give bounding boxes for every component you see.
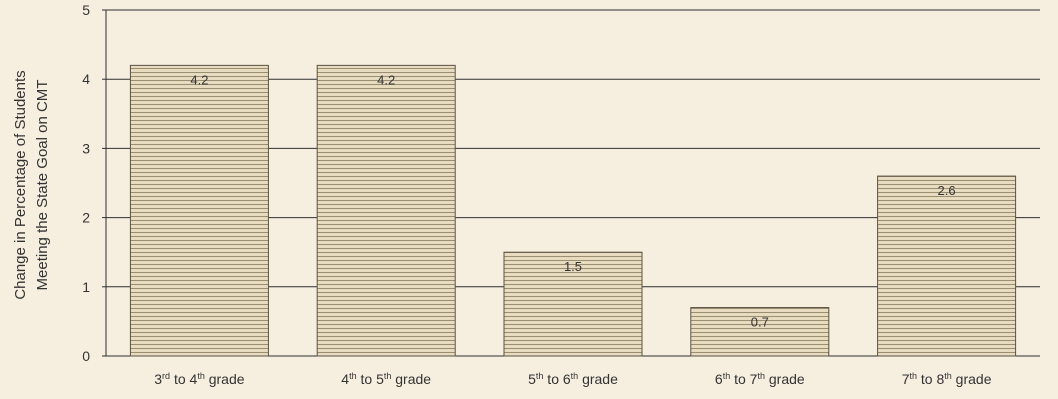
bar [317,65,455,356]
data-label: 1.5 [564,259,582,274]
x-tick-label-part: grade [391,371,431,387]
y-axis-label: Change in Percentage of Students Meeting … [12,70,51,299]
x-tick-label-superscript: th [384,371,392,381]
x-tick-label-part: to 6 [543,371,570,387]
x-tick-label-part: 5 [528,371,536,387]
x-tick-label: 5th to 6th grade [528,371,618,387]
x-tick-label: 6th to 7th grade [715,371,805,387]
x-tick-label: 7th to 8th grade [902,371,992,387]
x-tick-label: 4th to 5th grade [341,371,431,387]
y-tick-label: 5 [82,2,90,18]
data-label: 0.7 [751,315,769,330]
x-tick-label-part: grade [205,371,245,387]
x-tick-label-superscript: th [944,371,952,381]
y-axis-label-line: Change in Percentage of Students [12,70,29,299]
x-tick-label-part: 6 [715,371,723,387]
x-tick-label-superscript: th [571,371,579,381]
y-tick-label: 3 [82,140,90,156]
x-tick-label-superscript: th [910,371,918,381]
x-tick-label-part: grade [578,371,618,387]
bar [878,176,1016,356]
y-tick-label: 2 [82,210,90,226]
x-tick-label-superscript: th [349,371,357,381]
x-tick-label-part: to 5 [357,371,384,387]
x-tick-label-superscript: th [723,371,731,381]
x-tick-label-part: to 8 [917,371,944,387]
data-label: 4.2 [377,72,395,87]
x-tick-label-superscript: th [197,371,205,381]
x-tick-label: 3rd to 4th grade [154,371,244,387]
x-tick-label-superscript: th [757,371,765,381]
y-axis-label-line: Meeting the State Goal on CMT [34,80,51,291]
x-tick-label-superscript: th [536,371,544,381]
x-tick-label-part: 3 [154,371,162,387]
x-tick-label-part: grade [765,371,805,387]
x-tick-label-part: grade [952,371,992,387]
x-tick-label-part: to 7 [730,371,757,387]
data-label: 4.2 [190,72,208,87]
y-axis-ticks: 0 1 2 3 4 5 [82,2,90,364]
x-tick-label-superscript: rd [162,371,170,381]
x-tick-label-part: 7 [902,371,910,387]
bar [130,65,268,356]
data-label: 2.6 [938,183,956,198]
y-tick-label: 4 [82,71,90,87]
y-tick-label: 0 [82,348,90,364]
y-tick-label: 1 [82,279,90,295]
x-tick-label-part: to 4 [170,371,197,387]
bars [130,65,1015,356]
x-axis-ticks: 3rd to 4th grade 4th to 5th grade 5th to 6… [154,371,991,387]
